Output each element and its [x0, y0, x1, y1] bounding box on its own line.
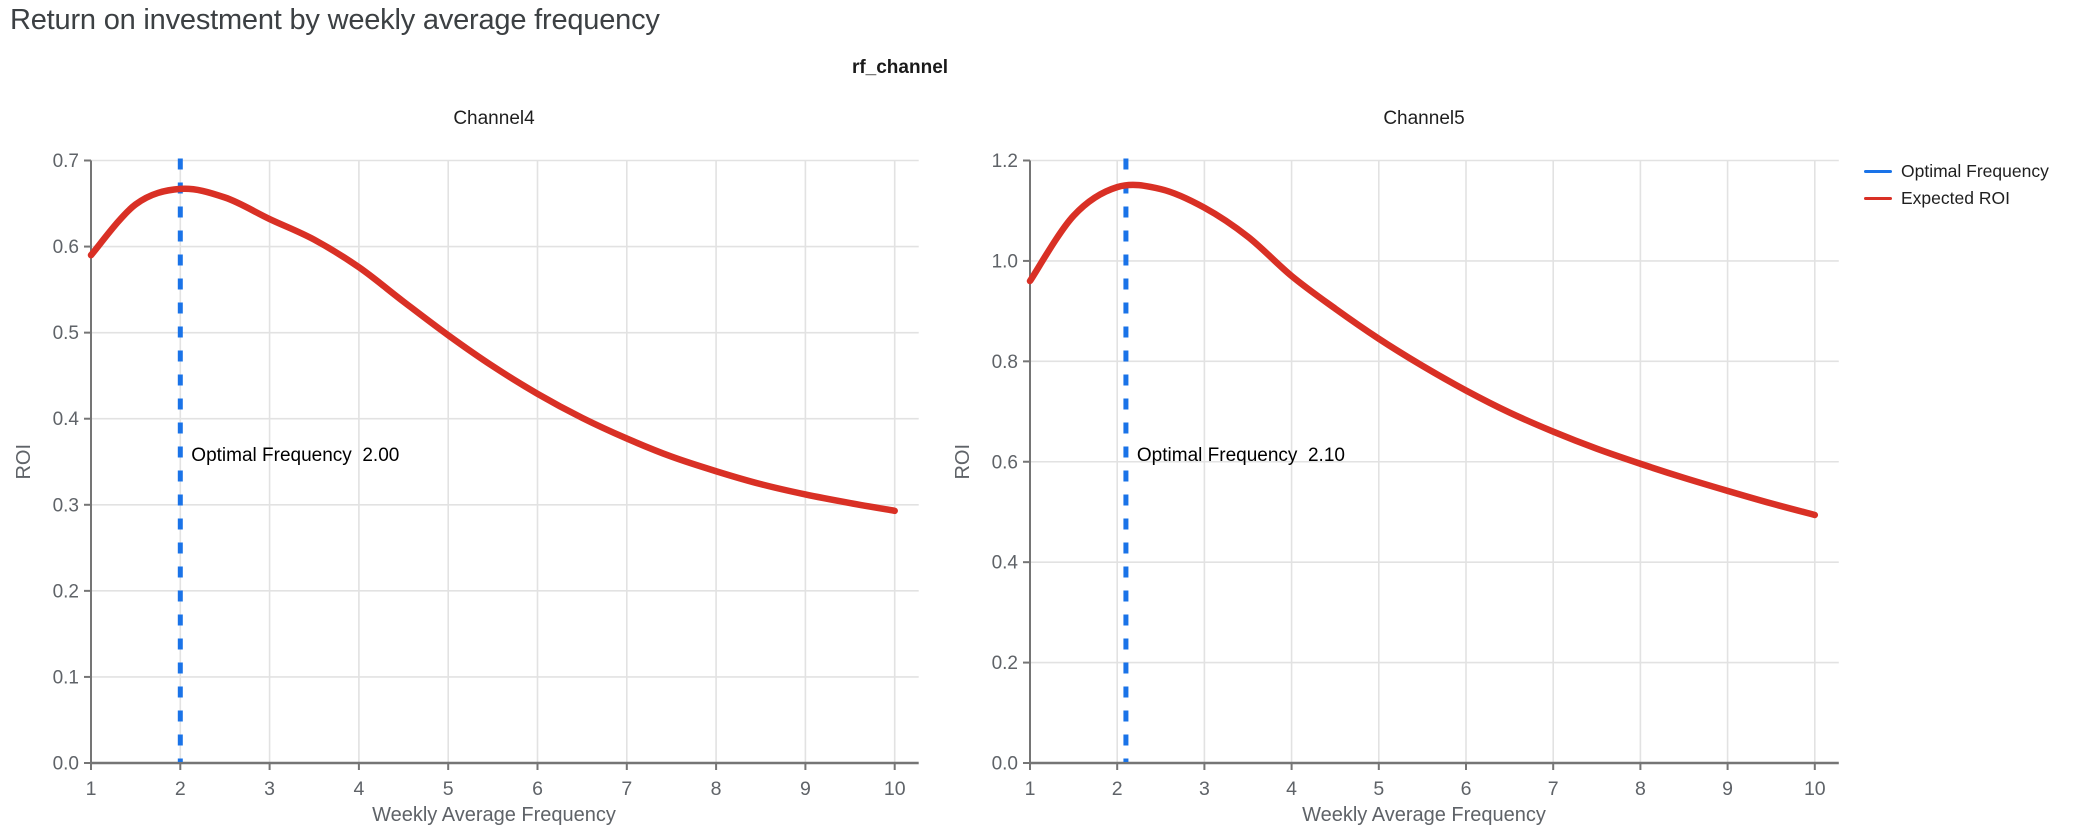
y-tick-label: 0.4 [53, 409, 80, 430]
legend-item-optimal-frequency: Optimal Frequency [1864, 161, 2049, 181]
expected-roi-curve [87, 185, 898, 515]
x-tick-label: 5 [1373, 778, 1384, 800]
x-tick-label: 7 [1548, 778, 1559, 800]
y-tick-label: 0.0 [992, 754, 1018, 775]
x-tick-label: 8 [1635, 778, 1646, 800]
x-tick-label: 9 [800, 778, 811, 800]
x-axis-title: Weekly Average Frequency [372, 804, 616, 826]
subplot-title-channel4: Channel4 [453, 108, 535, 129]
y-tick-label: 0.2 [53, 581, 79, 602]
y-tick-label: 0.1 [53, 667, 79, 688]
x-tick-label: 6 [532, 778, 543, 800]
x-tick-label: 3 [1199, 778, 1210, 800]
page-title: Return on investment by weekly average f… [10, 4, 660, 36]
y-axis-title: ROI [952, 444, 974, 480]
legend-label: Expected ROI [1901, 187, 2010, 208]
expected-roi-line-swatch [1864, 196, 1892, 200]
x-tick-label: 1 [1025, 778, 1036, 800]
x-axis-title: Weekly Average Frequency [1302, 804, 1546, 826]
x-tick-label: 9 [1722, 778, 1733, 800]
x-tick-label: 4 [353, 778, 364, 800]
expected-roi-curve [1026, 181, 1819, 519]
x-tick-label: 6 [1461, 778, 1472, 800]
legend-label: Optimal Frequency [1901, 160, 2049, 181]
x-tick-label: 3 [264, 778, 275, 800]
y-tick-label: 0.4 [992, 553, 1019, 574]
x-tick-label: 2 [1112, 778, 1123, 800]
subplot-title-channel5: Channel5 [1383, 108, 1465, 129]
y-tick-label: 1.0 [992, 251, 1018, 272]
y-tick-label: 0.0 [53, 754, 79, 775]
x-tick-label: 4 [1286, 778, 1297, 800]
optimal-frequency-annotation: Optimal Frequency 2.10 [1137, 445, 1345, 466]
y-tick-label: 0.6 [53, 237, 79, 258]
y-tick-label: 0.6 [992, 452, 1018, 473]
y-axis-title: ROI [13, 444, 35, 480]
x-tick-label: 7 [621, 778, 632, 800]
y-tick-label: 0.7 [53, 151, 79, 172]
optimal-frequency-annotation: Optimal Frequency 2.00 [191, 445, 399, 466]
optimal-frequency-line-swatch [1864, 169, 1892, 173]
y-tick-label: 0.5 [53, 323, 79, 344]
y-tick-label: 0.8 [992, 352, 1018, 373]
x-tick-label: 5 [443, 778, 454, 800]
y-tick-label: 0.2 [992, 653, 1018, 674]
facet-title: rf_channel [851, 57, 949, 78]
legend-item-expected-roi: Expected ROI [1864, 188, 2049, 208]
y-tick-label: 1.2 [992, 151, 1018, 172]
x-tick-label: 1 [86, 778, 97, 800]
x-tick-label: 10 [1804, 778, 1826, 800]
x-tick-label: 8 [711, 778, 722, 800]
legend: Optimal Frequency Expected ROI [1864, 161, 2049, 208]
y-tick-label: 0.3 [53, 495, 79, 516]
x-tick-label: 2 [175, 778, 186, 800]
x-tick-label: 10 [884, 778, 906, 800]
